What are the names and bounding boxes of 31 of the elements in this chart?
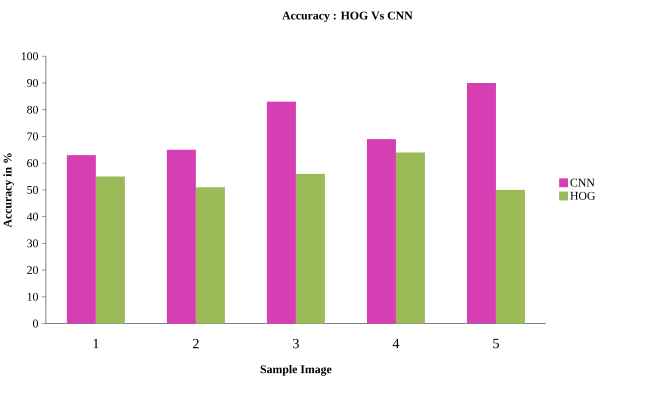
y-tick-label: 100: [22, 52, 38, 60]
y-tick-label: 30: [27, 239, 38, 248]
y-tick-label: 50: [27, 186, 38, 194]
y-tick-label: 10: [28, 292, 38, 301]
x-tick-label: 2: [192, 338, 199, 348]
bar: [66, 154, 96, 324]
y-tick-label: 80: [27, 106, 38, 114]
x-tick-label: 5: [493, 338, 499, 348]
bar: [196, 187, 225, 324]
x-tick-label: 1: [94, 338, 99, 348]
y-tick-label: 60: [27, 158, 38, 167]
bar: [96, 176, 125, 324]
y-tick-label: 0: [32, 319, 38, 328]
bar: [496, 190, 525, 324]
chart-title: Accuracy : HOG Vs CNN: [282, 11, 413, 22]
x-tick-label: 4: [392, 338, 400, 348]
bar: [296, 174, 325, 324]
x-tick-label: 3: [293, 338, 299, 348]
y-tick-label: 20: [27, 266, 38, 274]
x-axis-title: Sample Image: [260, 364, 332, 376]
legend-label: CNN: [570, 178, 595, 186]
y-axis-title: Accuracy in %: [3, 153, 14, 228]
bar: [366, 138, 396, 324]
y-tick-label: 40: [26, 212, 38, 220]
y-tick-label: 70: [27, 132, 38, 140]
legend-label: HOG: [570, 192, 596, 200]
y-tick-label: 90: [27, 78, 38, 87]
bar: [396, 152, 425, 324]
bar: [466, 82, 496, 324]
bar: [166, 150, 196, 324]
bar: [266, 101, 296, 324]
